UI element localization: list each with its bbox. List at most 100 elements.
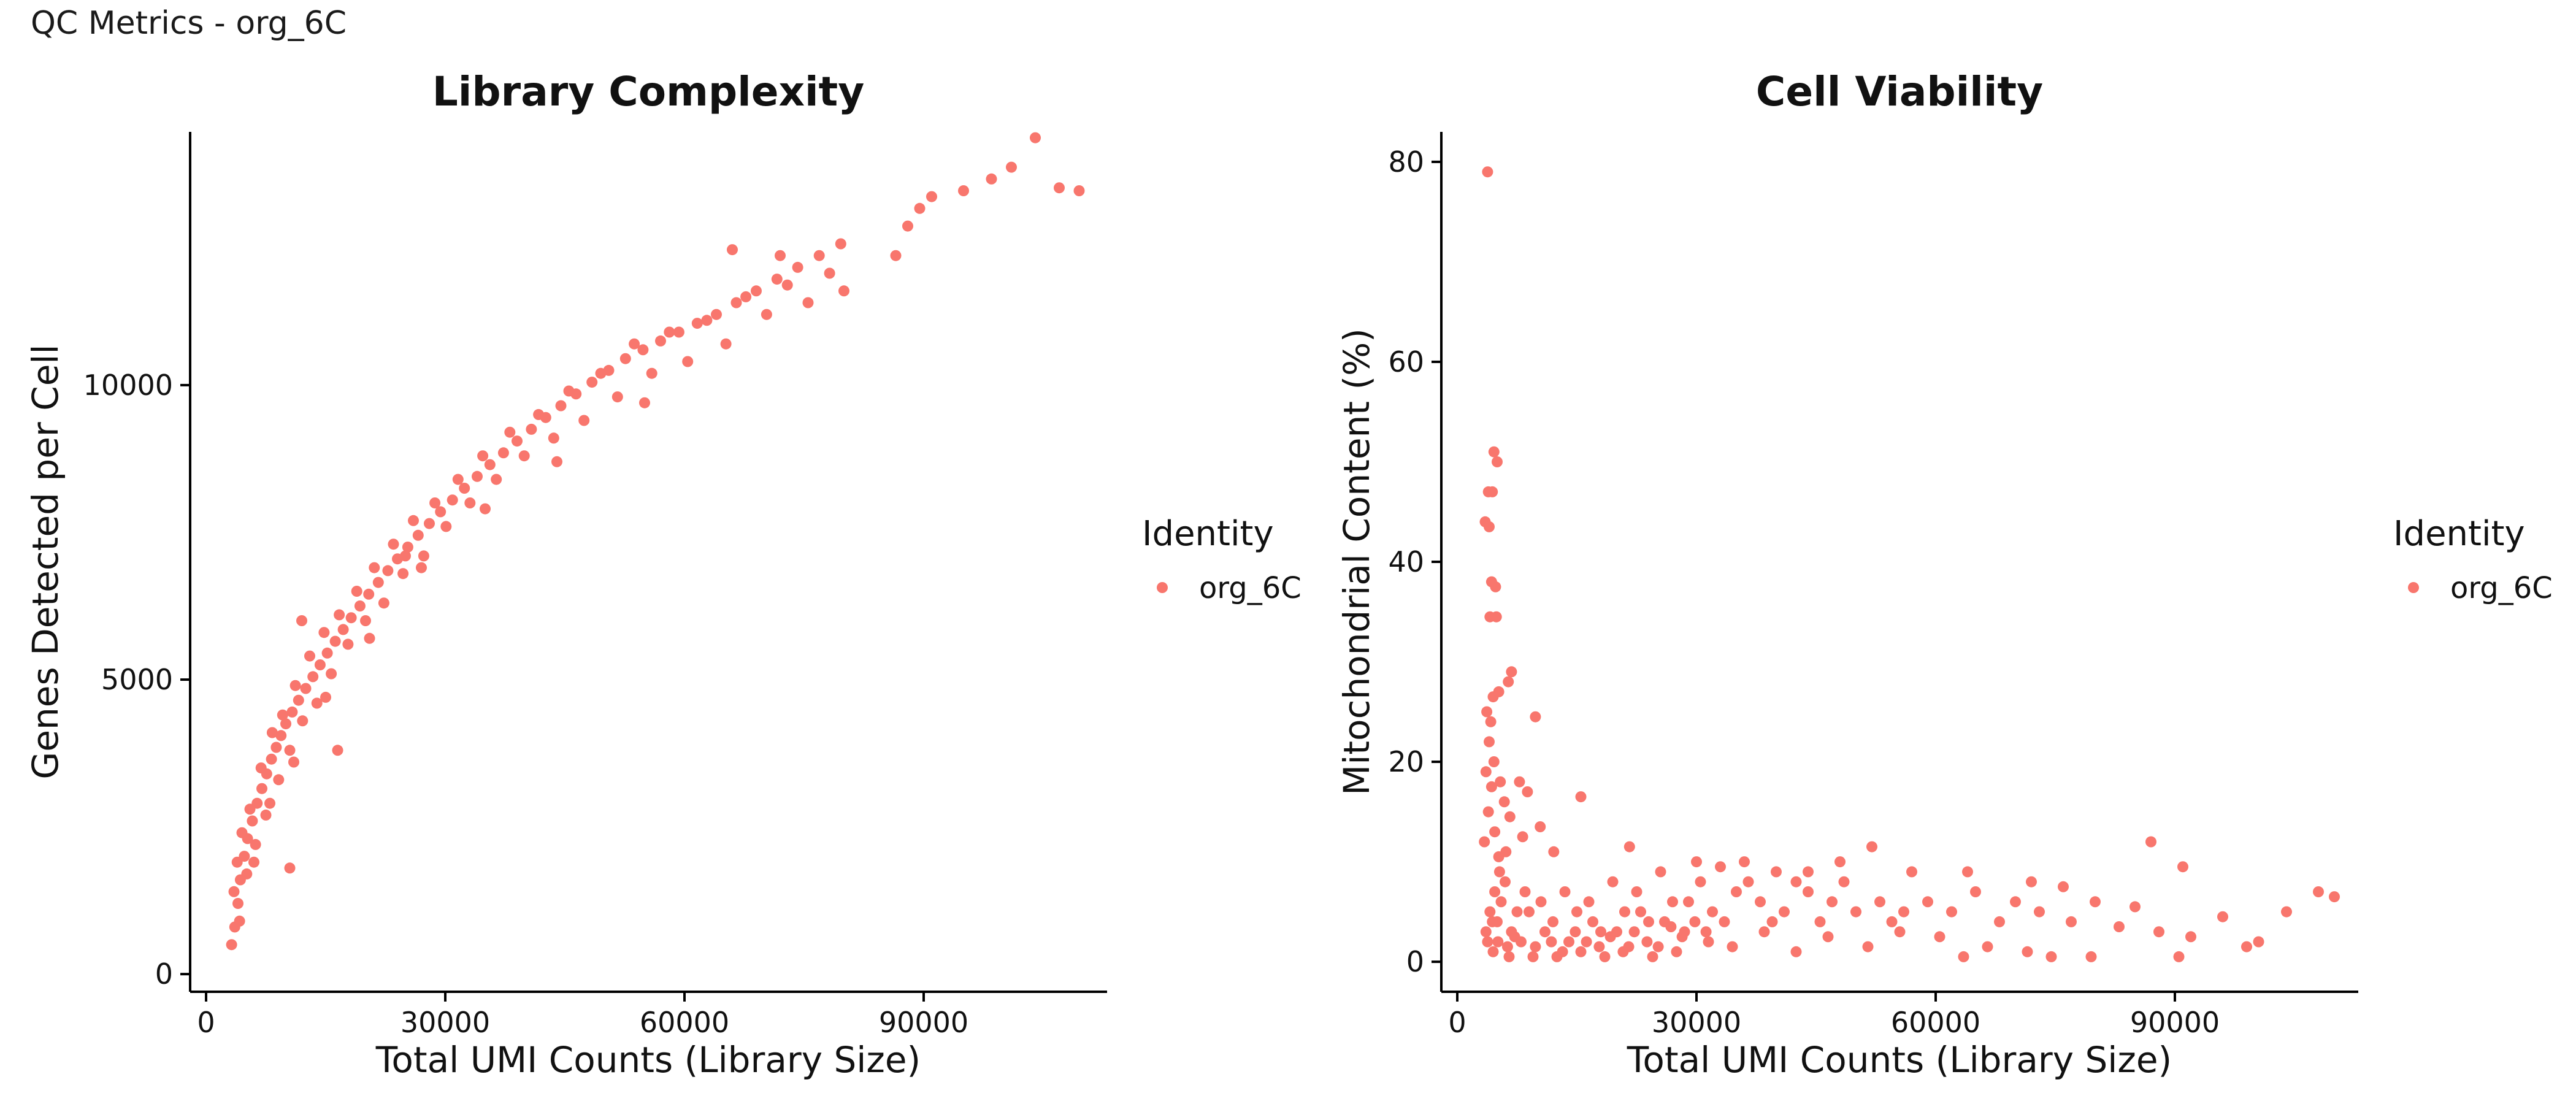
data-point	[555, 400, 567, 412]
data-point	[464, 497, 476, 508]
data-point	[280, 718, 291, 730]
data-point	[1665, 921, 1677, 932]
data-point	[771, 274, 783, 285]
data-point	[1519, 886, 1531, 897]
data-point	[337, 624, 349, 635]
data-point	[2129, 901, 2141, 913]
data-point	[1866, 841, 1877, 853]
data-point	[2026, 876, 2037, 887]
x-axis-ticks: 0 30000 60000 90000	[1448, 992, 2220, 1039]
data-point	[1495, 896, 1507, 908]
data-point	[1517, 831, 1528, 843]
data-point	[435, 506, 447, 518]
data-point	[275, 730, 287, 742]
data-point	[781, 279, 793, 291]
data-point	[1503, 676, 1514, 688]
data-point	[1524, 906, 1535, 918]
data-point	[2173, 951, 2185, 962]
data-point	[250, 838, 261, 850]
data-point	[351, 586, 362, 597]
data-point	[1530, 711, 1541, 723]
data-point	[958, 185, 969, 196]
data-point	[1691, 856, 1702, 868]
data-point	[241, 868, 253, 880]
data-point	[1482, 166, 1493, 178]
data-point	[1834, 856, 1846, 868]
data-point	[329, 635, 341, 647]
data-point	[2034, 906, 2045, 918]
data-point	[296, 615, 307, 626]
data-point	[1647, 951, 1658, 962]
data-point	[701, 315, 713, 326]
data-point	[1628, 926, 1640, 938]
data-point	[727, 244, 738, 256]
data-point	[1480, 766, 1492, 778]
data-point	[1922, 896, 1933, 908]
data-point	[1641, 936, 1653, 948]
data-point	[255, 762, 267, 774]
cell-viability-panel: Cell Viability 0 30000 60000 90000 0 20 40 60 8…	[1336, 68, 2553, 1081]
data-point	[408, 515, 419, 526]
data-point	[293, 694, 304, 706]
data-point	[2022, 946, 2033, 957]
data-point	[363, 588, 375, 600]
data-point	[364, 632, 375, 644]
data-point	[447, 494, 458, 506]
x-tick-label: 30000	[1652, 1006, 1741, 1039]
x-tick-label: 30000	[401, 1006, 490, 1039]
data-point	[1739, 856, 1750, 868]
data-point	[288, 756, 299, 768]
legend-title: Identity	[1142, 514, 1274, 554]
data-point	[264, 797, 275, 809]
data-point	[1619, 906, 1630, 918]
data-point	[1655, 866, 1666, 878]
data-point	[2177, 861, 2188, 873]
data-point	[1583, 896, 1595, 908]
data-point	[1898, 906, 1909, 918]
data-point	[586, 377, 598, 388]
data-point	[1607, 876, 1619, 887]
data-point	[646, 367, 657, 379]
data-point	[1946, 906, 1957, 918]
data-point	[1514, 776, 1525, 788]
data-point	[297, 715, 309, 727]
data-point	[1522, 786, 1533, 797]
data-point	[1581, 936, 1592, 948]
data-point	[1587, 916, 1598, 927]
data-point	[372, 577, 384, 588]
data-point	[2217, 911, 2228, 922]
data-point	[1479, 836, 1490, 848]
x-axis-title: Total UMI Counts (Library Size)	[375, 1039, 921, 1081]
data-point	[1814, 916, 1826, 927]
data-point	[838, 285, 849, 297]
data-point	[1484, 521, 1495, 532]
data-point	[440, 521, 452, 532]
data-point	[304, 650, 315, 662]
y-axis-title: Genes Detected per Cell	[25, 344, 66, 779]
data-point	[418, 550, 429, 562]
data-point	[730, 297, 742, 309]
data-point	[1719, 916, 1730, 927]
data-point	[1779, 906, 1790, 918]
data-point	[526, 423, 537, 435]
x-tick-label: 90000	[879, 1006, 968, 1039]
data-point	[2010, 896, 2021, 908]
data-point	[813, 250, 825, 261]
data-point	[1742, 876, 1754, 887]
data-point	[673, 326, 684, 338]
data-point	[1671, 946, 1682, 957]
library-complexity-panel: Library Complexity 0 30000 60000 90000 0 500…	[25, 68, 1301, 1081]
data-point	[326, 668, 337, 680]
data-point	[1482, 806, 1494, 818]
data-point	[629, 338, 640, 350]
data-point	[1958, 951, 1969, 962]
data-point	[512, 435, 523, 447]
y-tick-label: 10000	[83, 369, 173, 402]
data-point	[1862, 941, 1874, 953]
data-point	[484, 459, 496, 470]
data-point	[1571, 906, 1582, 918]
data-point	[397, 568, 409, 580]
data-point	[1623, 841, 1635, 853]
data-point	[986, 173, 997, 185]
